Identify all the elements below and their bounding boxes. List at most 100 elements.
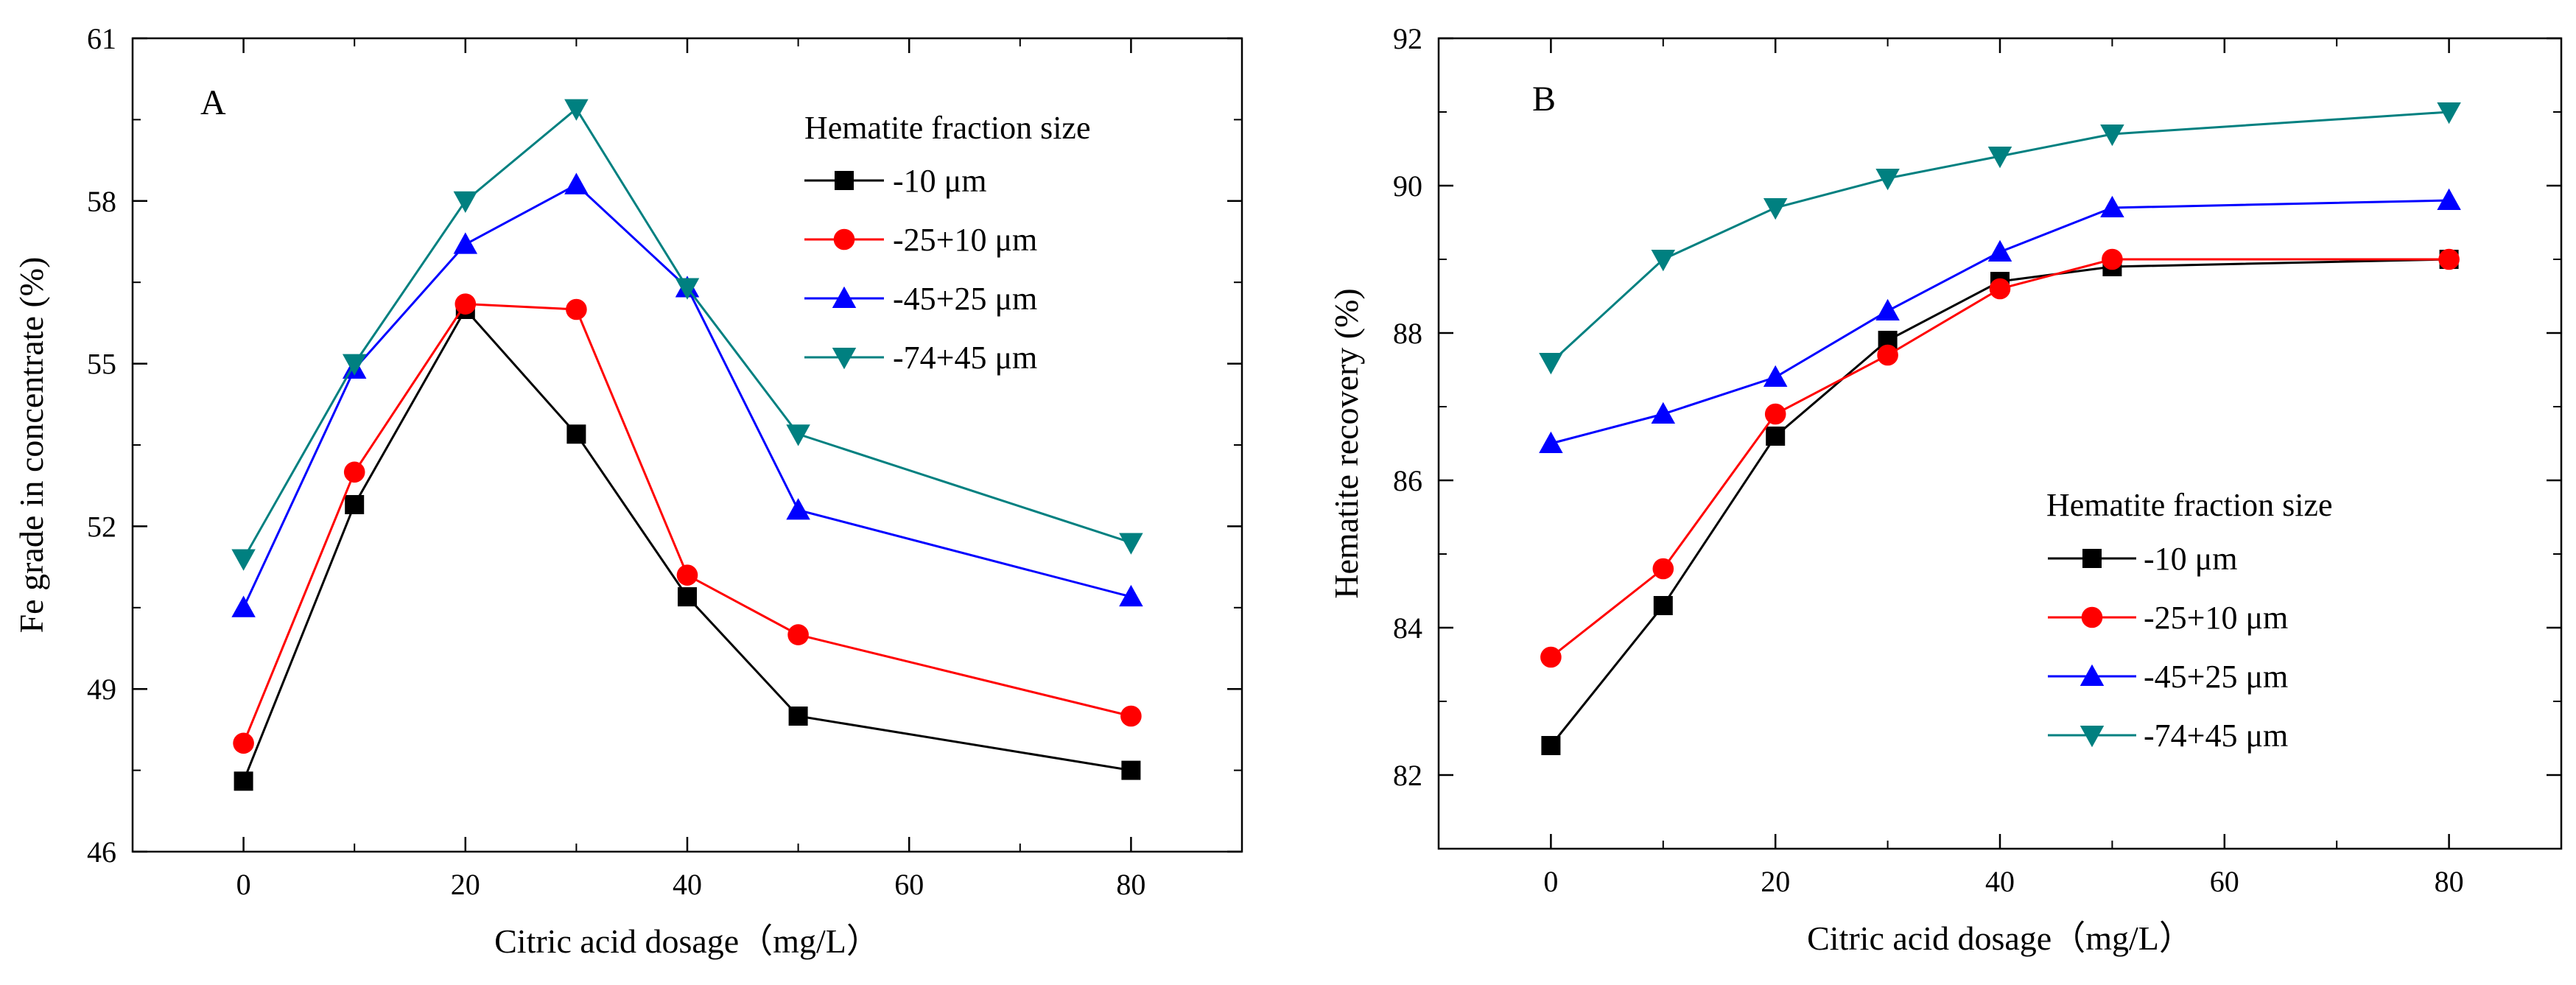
chart-a-series-1-point-2: [455, 293, 477, 315]
chart-b-series-2-point-2: [1763, 365, 1788, 387]
chart-a-x-tick-label-1: 20: [451, 868, 480, 901]
chart-a-x-tick-label-4: 80: [1116, 868, 1145, 901]
chart-a-legend-label-0: -10 μm: [893, 163, 986, 199]
chart-a-x-tick-label-2: 40: [673, 868, 702, 901]
chart-b-series-0-point-1: [1653, 596, 1673, 615]
chart-b-series-line-1: [1550, 258, 2449, 659]
chart-a-panel-label: A: [200, 83, 226, 122]
chart-a-series-0-point-5: [788, 707, 808, 726]
chart-b-legend-label-3: -74+45 μm: [2144, 718, 2288, 754]
chart-b-series-0-point-0: [1541, 736, 1561, 755]
chart-b-legend-label-2: -45+25 μm: [2144, 659, 2288, 695]
chart-b-series-3-point-6: [2437, 102, 2461, 125]
chart-a-y-tick-label-2: 52: [87, 510, 116, 543]
chart-b-series-1-point-0: [1540, 646, 1562, 668]
chart-b-series-3-point-1: [1651, 250, 1676, 272]
chart-b-x-axis-title: Citric acid dosage（mg/L）: [1807, 919, 2193, 957]
chart-a-series-3-point-5: [786, 424, 810, 446]
chart-b-series-3-point-5: [2100, 125, 2124, 147]
chart-b-legend-marker-0: [2082, 549, 2102, 568]
chart-a-series-1-point-0: [233, 732, 254, 754]
chart-b-series-3-point-3: [1875, 169, 1900, 191]
chart-a-y-tick-label-5: 61: [87, 22, 116, 55]
chart-b-y-tick-label-2: 86: [1393, 464, 1422, 497]
chart-b-series-1-point-1: [1652, 558, 1674, 580]
chart-a-legend-marker-1: [833, 228, 855, 250]
chart-b-y-tick-label-1: 84: [1393, 611, 1422, 645]
chart-b-series-1-point-3: [1877, 344, 1898, 366]
chart-b-y-tick-label-0: 82: [1393, 759, 1422, 792]
chart-a-series-1-point-5: [787, 624, 809, 645]
chart-a-y-tick-label-1: 49: [87, 673, 116, 706]
chart-a-y-tick-label-3: 55: [87, 348, 116, 381]
chart-b-series-2-point-5: [2100, 195, 2124, 217]
chart-b-y-axis-title: Hematite recovery (%): [1327, 288, 1365, 598]
chart-a-series-0-point-3: [566, 424, 586, 444]
chart-a-legend-label-2: -45+25 μm: [893, 281, 1037, 317]
chart-b-legend-marker-2: [2080, 664, 2105, 686]
chart-b-x-tick-label-2: 40: [1985, 865, 2015, 898]
chart-a-series-2-point-0: [231, 595, 256, 617]
chart-a-series-1-point-3: [566, 298, 587, 320]
chart-b-y-tick-label-4: 90: [1393, 169, 1422, 203]
chart-b-x-tick-label-4: 80: [2435, 865, 2464, 898]
chart-b-series-2-point-6: [2437, 188, 2461, 210]
chart-a-series-3-point-2: [453, 191, 478, 214]
chart-b-series-1-point-2: [1764, 403, 1786, 425]
chart-a-series-2-point-6: [1119, 584, 1143, 607]
chart-b-legend-title: Hematite fraction size: [2046, 487, 2332, 523]
chart-b-series-line-2: [1551, 199, 2449, 445]
chart-a-series-1-point-1: [343, 461, 365, 483]
chart-b-series-2-point-4: [1987, 239, 2012, 262]
chart-b-x-tick-label-0: 0: [1543, 865, 1558, 898]
chart-a-plot-frame: [131, 37, 1243, 853]
chart-a-series-2-point-5: [786, 498, 810, 520]
chart-b-legend-label-1: -25+10 μm: [2144, 600, 2288, 636]
chart-a-legend-label-3: -74+45 μm: [893, 340, 1037, 376]
chart-a-y-axis-title: Fe grade in concentrate (%): [13, 257, 50, 634]
chart-b-y-tick-label-3: 88: [1393, 317, 1422, 350]
chart-a-legend-marker-0: [835, 171, 854, 190]
chart-a-series-3-point-1: [342, 354, 367, 376]
chart-b-series-1-point-5: [2102, 248, 2123, 270]
chart-b-x-tick-label-3: 60: [2210, 865, 2239, 898]
chart-a-x-axis-title: Citric acid dosage（mg/L）: [494, 922, 880, 960]
chart-b-series-0-point-2: [1766, 427, 1786, 446]
chart-a-legend-marker-3: [832, 348, 857, 370]
chart-a-series-line-3: [242, 107, 1131, 560]
chart-a-series-1-point-4: [676, 564, 698, 586]
chart-a-series-3-point-0: [231, 549, 256, 571]
chart-b-legend-marker-1: [2081, 606, 2103, 628]
chart-b-panel-label: B: [1532, 80, 1556, 119]
chart-a-series-2-point-3: [564, 172, 589, 194]
chart-a-series-3-point-4: [675, 278, 700, 300]
chart-b-series-1-point-6: [2438, 248, 2460, 270]
chart-a-series-0-point-1: [345, 494, 365, 514]
chart-a-legend-marker-2: [832, 286, 857, 308]
chart-b-series-2-point-1: [1651, 402, 1676, 424]
chart-b-x-tick-label-1: 20: [1761, 865, 1790, 898]
chart-a-series-2-point-2: [453, 232, 478, 254]
chart-b-series-3-point-0: [1539, 353, 1563, 375]
chart-a-series-0-point-6: [1121, 760, 1141, 780]
chart-a-series-3-point-3: [564, 99, 589, 121]
chart-b-legend-label-0: -10 μm: [2144, 541, 2237, 577]
chart-b-y-tick-label-5: 92: [1393, 22, 1422, 55]
chart-b: 0 20 40 60 80 82 84 86 88 90 92 Citric acid dosage（…: [1327, 22, 2563, 957]
chart-b-series-1-point-4: [1989, 278, 2011, 300]
chart-b-series-3-point-4: [1987, 147, 2012, 169]
chart-a-legend-title: Hematite fraction size: [804, 110, 1090, 146]
chart-a-x-tick-label-3: 60: [894, 868, 924, 901]
chart-b-series-2-point-3: [1875, 298, 1900, 320]
chart-a-series-1-point-6: [1120, 705, 1142, 727]
chart-a-series-0-point-0: [234, 771, 253, 791]
chart-b-legend-marker-3: [2080, 726, 2105, 748]
chart-a-series-3-point-6: [1119, 533, 1143, 555]
chart-a-y-tick-label-4: 58: [87, 185, 116, 218]
chart-a: 0 20 40 60 80 46 49 52 55 58 61 Citric acid dosage（…: [13, 22, 1243, 960]
chart-a-legend-label-1: -25+10 μm: [893, 222, 1037, 258]
chart-a-y-tick-label-0: 46: [87, 835, 116, 869]
chart-b-series-3-point-2: [1763, 198, 1788, 220]
chart-a-x-tick-label-0: 0: [236, 868, 251, 901]
